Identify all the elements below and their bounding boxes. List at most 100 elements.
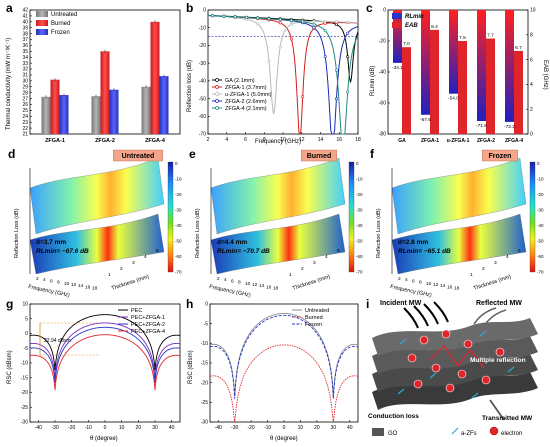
legend-azf: a-ZFs [461,431,477,437]
panel-g-letter: g [6,297,13,311]
panel-b-y-ticks: 0 -10 -20 -30 -40 -50 -60 -70 [199,8,210,138]
surface-tag: Burned [307,153,332,160]
panel-a-category-label: ZFGA-2 [95,138,115,144]
panel-c-letter: c [366,1,373,15]
electron-dot [481,375,491,385]
panel-h-ytick-label: -30 [201,420,208,426]
panel-a-ytick-label: 31 [22,73,28,79]
panel-b-marker [323,54,327,58]
panel-c-category-label: ZFGA-4 [505,138,523,144]
surface-thick-tick: 3 [313,260,316,266]
surface-thick-label: Thickness (mm) [111,274,150,292]
panel-a-ytick-label: 38 [22,31,28,37]
panel-a-ytick-label: 26 [22,102,28,108]
surface-colorbar-tick: -10 [537,177,544,182]
graphene-layers [372,318,538,410]
panel-b-curve [207,14,359,135]
panel-a-bar [159,76,169,134]
panel-h-xtick-label: -10 [264,425,271,431]
panel-b-legend: GA (2.1mm)ZFGA-1 (3.7mm)u-ZFGA-1 (5.0mm)… [212,78,272,112]
surface-upper [29,157,165,235]
panel-c-eab-label: 7.0 [403,41,410,47]
surface-rlmin-text: RLmin= −67.6 dB [36,248,89,255]
panel-h-legend-label: Burned [305,315,323,321]
surface-freq-tick: 18 [92,286,98,292]
surface-thickness-text: d=4.4 mm [217,239,247,246]
panel-g-legend-label: PEC+ZFGA-1 [131,315,165,321]
surface-freq-tick: 12 [433,282,439,288]
panel-a-ytick-label: 37 [22,37,28,43]
electron-dot [413,379,423,389]
panel-h-ytick-label: 0 [205,302,208,308]
panel-b-marker [278,45,282,49]
panel-b-legend-label: ZFGA-4 (2.1mm) [225,106,267,112]
surface-freq-tick: 6 [412,278,415,284]
panel-a-ytick-label: 32 [22,67,28,73]
panel-c-category-label: ZFGA-2 [477,138,495,144]
surface-upper [391,157,527,235]
electron-dot [445,383,455,393]
panel-b-legend-marker [215,99,219,103]
panel-b-marker [278,18,282,22]
panel-c-rl-bar [449,10,458,94]
panel-a-ytick-label: 39 [22,25,28,31]
surface-freq-tick: 4 [405,277,408,283]
panel-b-xlabel: Frequency (GHz) [255,139,301,145]
panel-c-eab-bar [430,29,439,135]
panel-b-xtick-label: 8 [263,137,266,143]
panel-b-marker [233,15,237,19]
panel-b-curve [207,15,359,115]
panel-b-legend-label: GA (2.1mm) [225,78,255,84]
panel-g-legend-label: PEC [131,308,142,314]
azf-rod [397,388,405,395]
panel-c-ylabel-left: RLmin (dB) [370,66,376,96]
panel-h-curve [209,314,359,399]
panel-b-marker [267,59,271,63]
panel-b-ytick-label: 0 [203,8,206,14]
panel-a-letter: a [6,1,13,15]
panel-a-bars [41,20,169,135]
panel-g-xtick-label: 10 [119,425,125,431]
panel-h-xtick-label: 40 [347,425,353,431]
surface-colorbar [529,161,536,273]
panel-c-eab-bar [514,50,523,134]
panel-b-xtick-label: 2 [207,137,210,143]
panel-b-ytick-label: -60 [199,114,206,120]
panel-c-rl-label: -54.0 [448,96,459,102]
panel-g: g -40 -30 -20 -10 0 10 20 30 40 10 5 0 -5 -10 -15 -20 -2… [6,297,181,442]
surface-freq-tick: 18 [454,286,460,292]
panel-g-ticks: -40 -30 -20 -10 0 10 20 30 40 10 5 0 -5 -10 -15 -20 -25 -… [21,302,175,431]
panel-b-marker [222,14,226,18]
surface-freq-tick: 8 [419,280,422,286]
surface-freq-tick: 16 [447,284,453,290]
panel-g-ytick-label: 0 [25,331,28,337]
panel-b-marker [256,16,260,20]
panel-c-rl-label: -71.6 [476,123,487,129]
surface-colorbar-tick: -70 [175,270,182,275]
panel-c-right-tick-label: 10 [530,8,536,14]
surface-freq-tick: 6 [231,278,234,284]
surface-freq-tick: 2 [36,276,39,282]
electron-dot [407,353,417,363]
surface-freq-tick: 2 [398,276,401,282]
surface-thick-tick: 3 [494,260,497,266]
surface-colorbar-tick: -20 [356,192,363,197]
panel-b-marker [289,19,293,23]
surface-colorbar-tick: 0 [537,161,540,166]
surface-colorbar [348,161,355,273]
panel-b-xtick-label: 16 [336,137,342,143]
panel-b-marker [334,20,338,24]
surface-panel-letter: d [8,147,15,161]
surface-thick-tick: 5 [518,248,521,254]
panel-c-eab-bar [486,38,495,134]
panel-b-xtick-label: 14 [318,137,324,143]
panel-b-xtick-label: 6 [244,137,247,143]
panel-h-ytick-label: -15 [201,361,208,367]
panel-h-letter: h [186,297,193,311]
panel-c-left-tick-label: -20 [379,39,386,45]
panel-b-x-ticks: 2 4 6 8 10 12 14 16 18 [207,132,361,143]
panel-c-legend-label: EAB [405,23,418,29]
transmitted-arrow [489,399,505,421]
panel-c-rl-label: -34.1 [392,65,403,71]
